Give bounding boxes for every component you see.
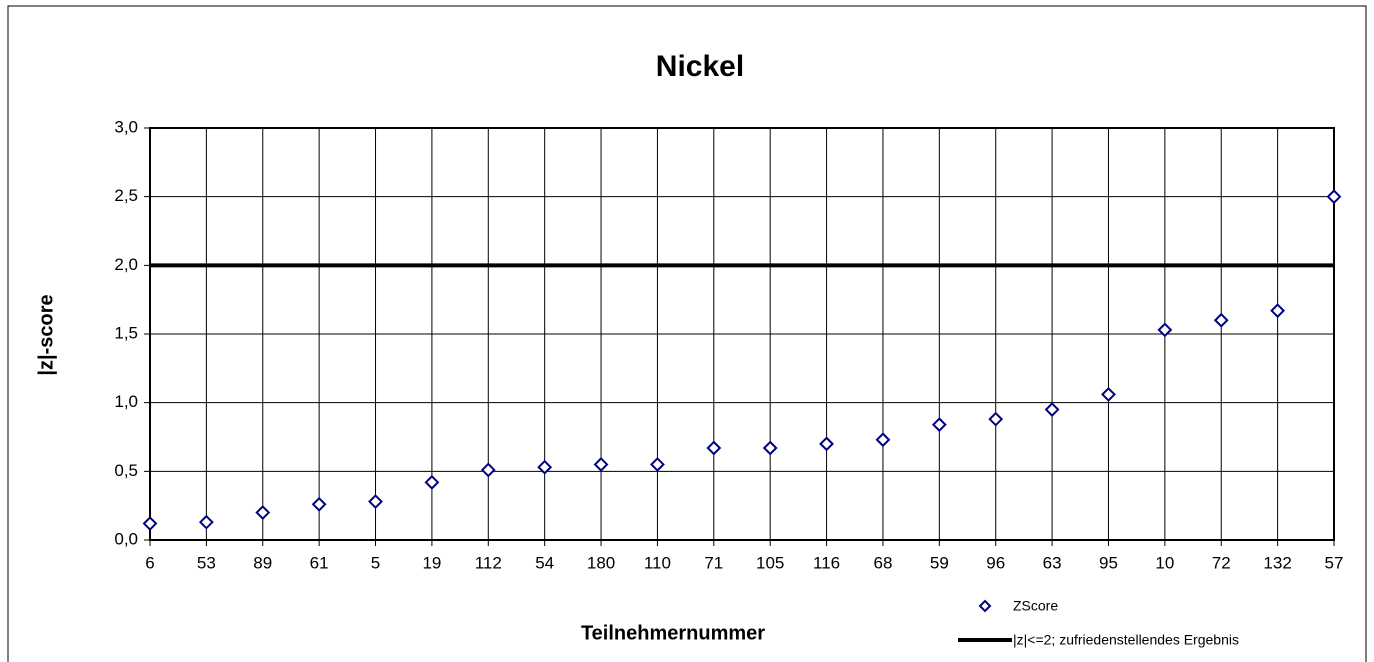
x-tick-label: 112 (475, 553, 502, 572)
x-tick-label: 116 (813, 553, 840, 572)
data-point (255, 505, 271, 520)
data-point (1101, 387, 1116, 402)
x-tick-label: 72 (1212, 553, 1231, 572)
data-point (1270, 303, 1286, 319)
data-point (1326, 189, 1342, 205)
chart-title: Nickel (656, 50, 744, 83)
data-point (593, 457, 609, 472)
data-point (198, 514, 214, 530)
x-tick-label: 180 (587, 553, 615, 572)
data-point (311, 496, 327, 512)
x-tick-label: 57 (1325, 553, 1344, 572)
legend-label: ZScore (1013, 598, 1058, 614)
y-axis-label: |z|-score (35, 294, 57, 375)
x-tick-label: 5 (371, 553, 380, 572)
y-tick-label: 3,0 (114, 117, 138, 136)
data-point (931, 417, 947, 433)
data-point (988, 411, 1004, 427)
x-tick-label: 10 (1155, 553, 1174, 572)
x-tick-label: 19 (422, 553, 441, 572)
y-tick-label: 2,5 (114, 186, 138, 205)
data-point (368, 494, 383, 509)
x-axis-label: Teilnehmernummer (581, 622, 765, 644)
x-tick-label: 105 (756, 553, 784, 572)
x-tick-label: 68 (873, 553, 892, 572)
legend-marker (978, 599, 992, 613)
x-tick-label: 132 (1263, 553, 1291, 572)
data-point (875, 432, 891, 448)
x-tick-label: 95 (1099, 553, 1118, 572)
data-point (1044, 402, 1060, 417)
x-tick-label: 54 (535, 553, 554, 572)
x-tick-label: 71 (704, 553, 723, 572)
data-point (1213, 312, 1229, 328)
y-tick-label: 0,0 (114, 529, 138, 548)
data-point (424, 474, 440, 490)
x-tick-label: 53 (197, 553, 216, 572)
x-tick-label: 96 (986, 553, 1005, 572)
x-tick-label: 59 (930, 553, 949, 572)
data-point (762, 440, 778, 456)
data-point (537, 459, 553, 475)
y-tick-label: 0,5 (114, 461, 138, 480)
y-tick-label: 2,0 (114, 255, 138, 274)
plot-border (149, 127, 1335, 541)
x-tick-label: 6 (145, 553, 154, 572)
data-point (1157, 322, 1173, 338)
x-tick-label: 89 (253, 553, 272, 572)
y-tick-label: 1,0 (114, 392, 138, 411)
x-tick-label: 110 (644, 553, 671, 572)
x-tick-label: 61 (310, 553, 329, 572)
legend-label: |z|<=2; zufriedenstellendes Ergebnis (1013, 632, 1239, 648)
y-tick-label: 1,5 (114, 323, 138, 342)
data-point (142, 516, 158, 531)
data-point (480, 462, 496, 478)
x-tick-label: 63 (1043, 553, 1062, 572)
data-point (819, 436, 834, 452)
data-point (650, 457, 665, 472)
data-point (706, 440, 722, 456)
